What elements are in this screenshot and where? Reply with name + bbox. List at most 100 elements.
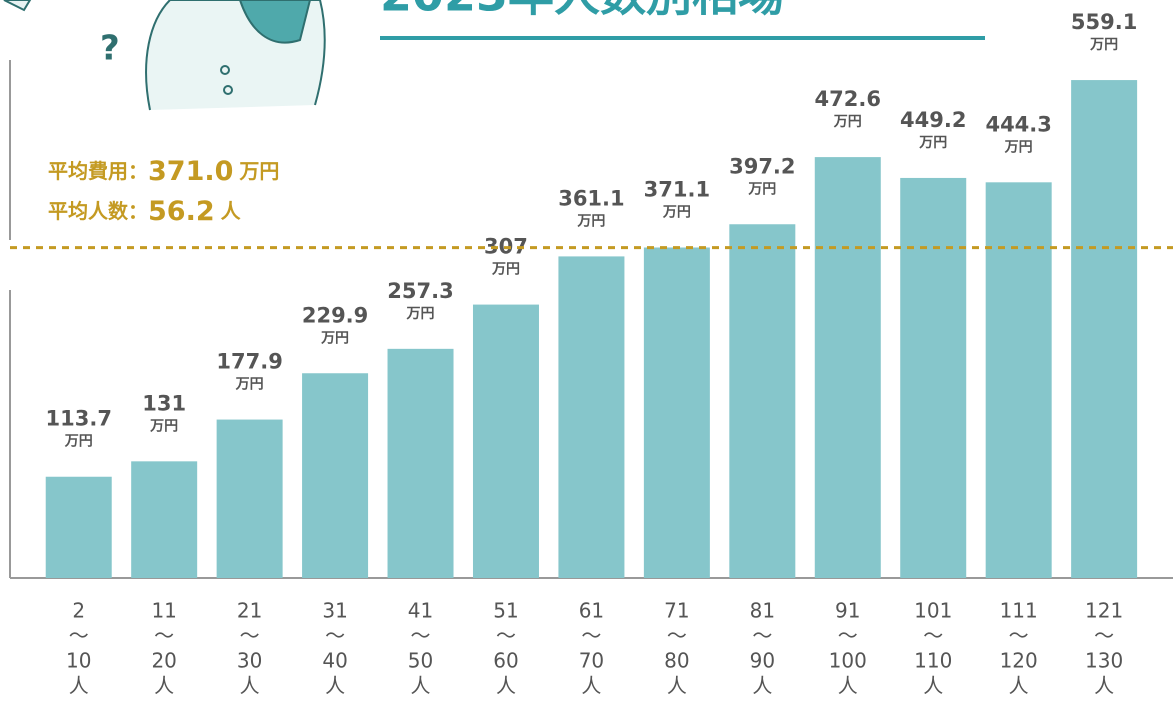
chart-title: 2023年人数別相場 [380,0,784,22]
x-tick-label: 人 [496,674,516,698]
x-tick-label: 人 [752,674,772,698]
x-tick-label: 81 [750,599,775,623]
bar [644,247,710,578]
value-unit: 万円 [1089,37,1118,53]
bar [558,256,624,578]
x-tick-label: 人 [581,674,601,698]
value-label: 449.2 [900,108,966,132]
x-tick-label: ～ [154,624,174,648]
x-tick-label: 121 [1085,599,1123,623]
avg-cost-unit: 万円 [238,159,279,183]
value-unit: 万円 [235,377,264,393]
x-tick-label: 20 [151,649,176,673]
value-unit: 万円 [918,135,947,151]
avg-people-label: 平均人数： [48,199,148,223]
x-tick-label: 111 [1000,599,1038,623]
x-tick-label: 41 [408,599,433,623]
avg-cost-value: 371.0 [148,156,233,187]
x-tick-label: 人 [69,674,89,698]
bar [46,477,112,578]
bar [131,461,197,578]
x-tick-label: 人 [325,674,345,698]
x-tick-label: 2 [72,599,85,623]
x-tick-label: 人 [240,674,260,698]
x-tick-label: 11 [151,599,176,623]
x-tick-label: 101 [914,599,952,623]
value-label: 177.9 [216,350,282,374]
value-unit: 万円 [149,418,178,434]
x-tick-label: 31 [322,599,347,623]
x-tick-label: 人 [1009,674,1029,698]
x-tick-label: 120 [1000,649,1038,673]
x-tick-label: ～ [325,624,345,648]
value-unit: 万円 [576,213,605,229]
x-tick-label: 60 [493,649,518,673]
value-label: 113.7 [46,407,112,431]
x-tick-label: 130 [1085,649,1123,673]
avg-cost-label: 平均費用： [48,159,148,183]
bar [1071,80,1137,578]
value-label: 444.3 [985,112,1051,136]
x-tick-label: ～ [581,624,601,648]
x-tick-label: ～ [411,624,431,648]
value-label: 229.9 [302,303,368,327]
bar [473,305,539,578]
x-tick-label: 人 [154,674,174,698]
x-tick-label: ～ [667,624,687,648]
x-tick-label: 21 [237,599,262,623]
value-label: 397.2 [729,154,795,178]
value-label: 131 [142,391,186,415]
x-tick-label: 70 [579,649,604,673]
x-tick-label: ～ [752,624,772,648]
x-tick-label: ～ [69,624,89,648]
value-label: 361.1 [558,186,624,210]
x-tick-label: 100 [829,649,867,673]
page: ? 2023年人数別相場 平均費用：371.0万円 平均人数：56.2人 113… [0,0,1173,709]
value-unit: 万円 [491,262,520,278]
value-unit: 万円 [662,204,691,220]
x-tick-label: 90 [750,649,775,673]
value-unit: 万円 [406,306,435,322]
value-label: 371.1 [644,177,710,201]
avg-people-unit: 人 [221,199,242,223]
value-label: 559.1 [1071,10,1137,34]
x-tick-label: 人 [1094,674,1114,698]
avg-people-value: 56.2 [148,196,215,227]
value-unit: 万円 [320,330,349,346]
bar [815,157,881,578]
x-tick-label: 71 [664,599,689,623]
x-tick-label: ～ [923,624,943,648]
x-tick-label: 人 [838,674,858,698]
value-unit: 万円 [64,434,93,450]
bar [388,349,454,578]
x-tick-label: 人 [667,674,687,698]
value-unit: 万円 [833,114,862,130]
value-unit: 万円 [747,181,776,197]
x-tick-label: 40 [322,649,347,673]
icon-question: ? [100,29,120,69]
value-label: 472.6 [815,87,881,111]
x-tick-label: ～ [1009,624,1029,648]
x-tick-label: ～ [838,624,858,648]
chart: ? 2023年人数別相場 平均費用：371.0万円 平均人数：56.2人 113… [0,0,1173,709]
x-tick-label: ～ [496,624,516,648]
bar [986,182,1052,578]
bar [900,178,966,578]
x-tick-label: 91 [835,599,860,623]
x-tick-label: 50 [408,649,433,673]
bar [729,224,795,578]
x-tick-label: 人 [923,674,943,698]
x-tick-label: 80 [664,649,689,673]
x-tick-label: 人 [411,674,431,698]
x-tick-label: 51 [493,599,518,623]
value-label: 257.3 [387,279,453,303]
illustration: ? [4,0,325,110]
bar [302,373,368,578]
x-tick-label: ～ [240,624,260,648]
x-tick-label: ～ [1094,624,1114,648]
x-tick-label: 10 [66,649,91,673]
x-tick-label: 61 [579,599,604,623]
value-unit: 万円 [1004,139,1033,155]
